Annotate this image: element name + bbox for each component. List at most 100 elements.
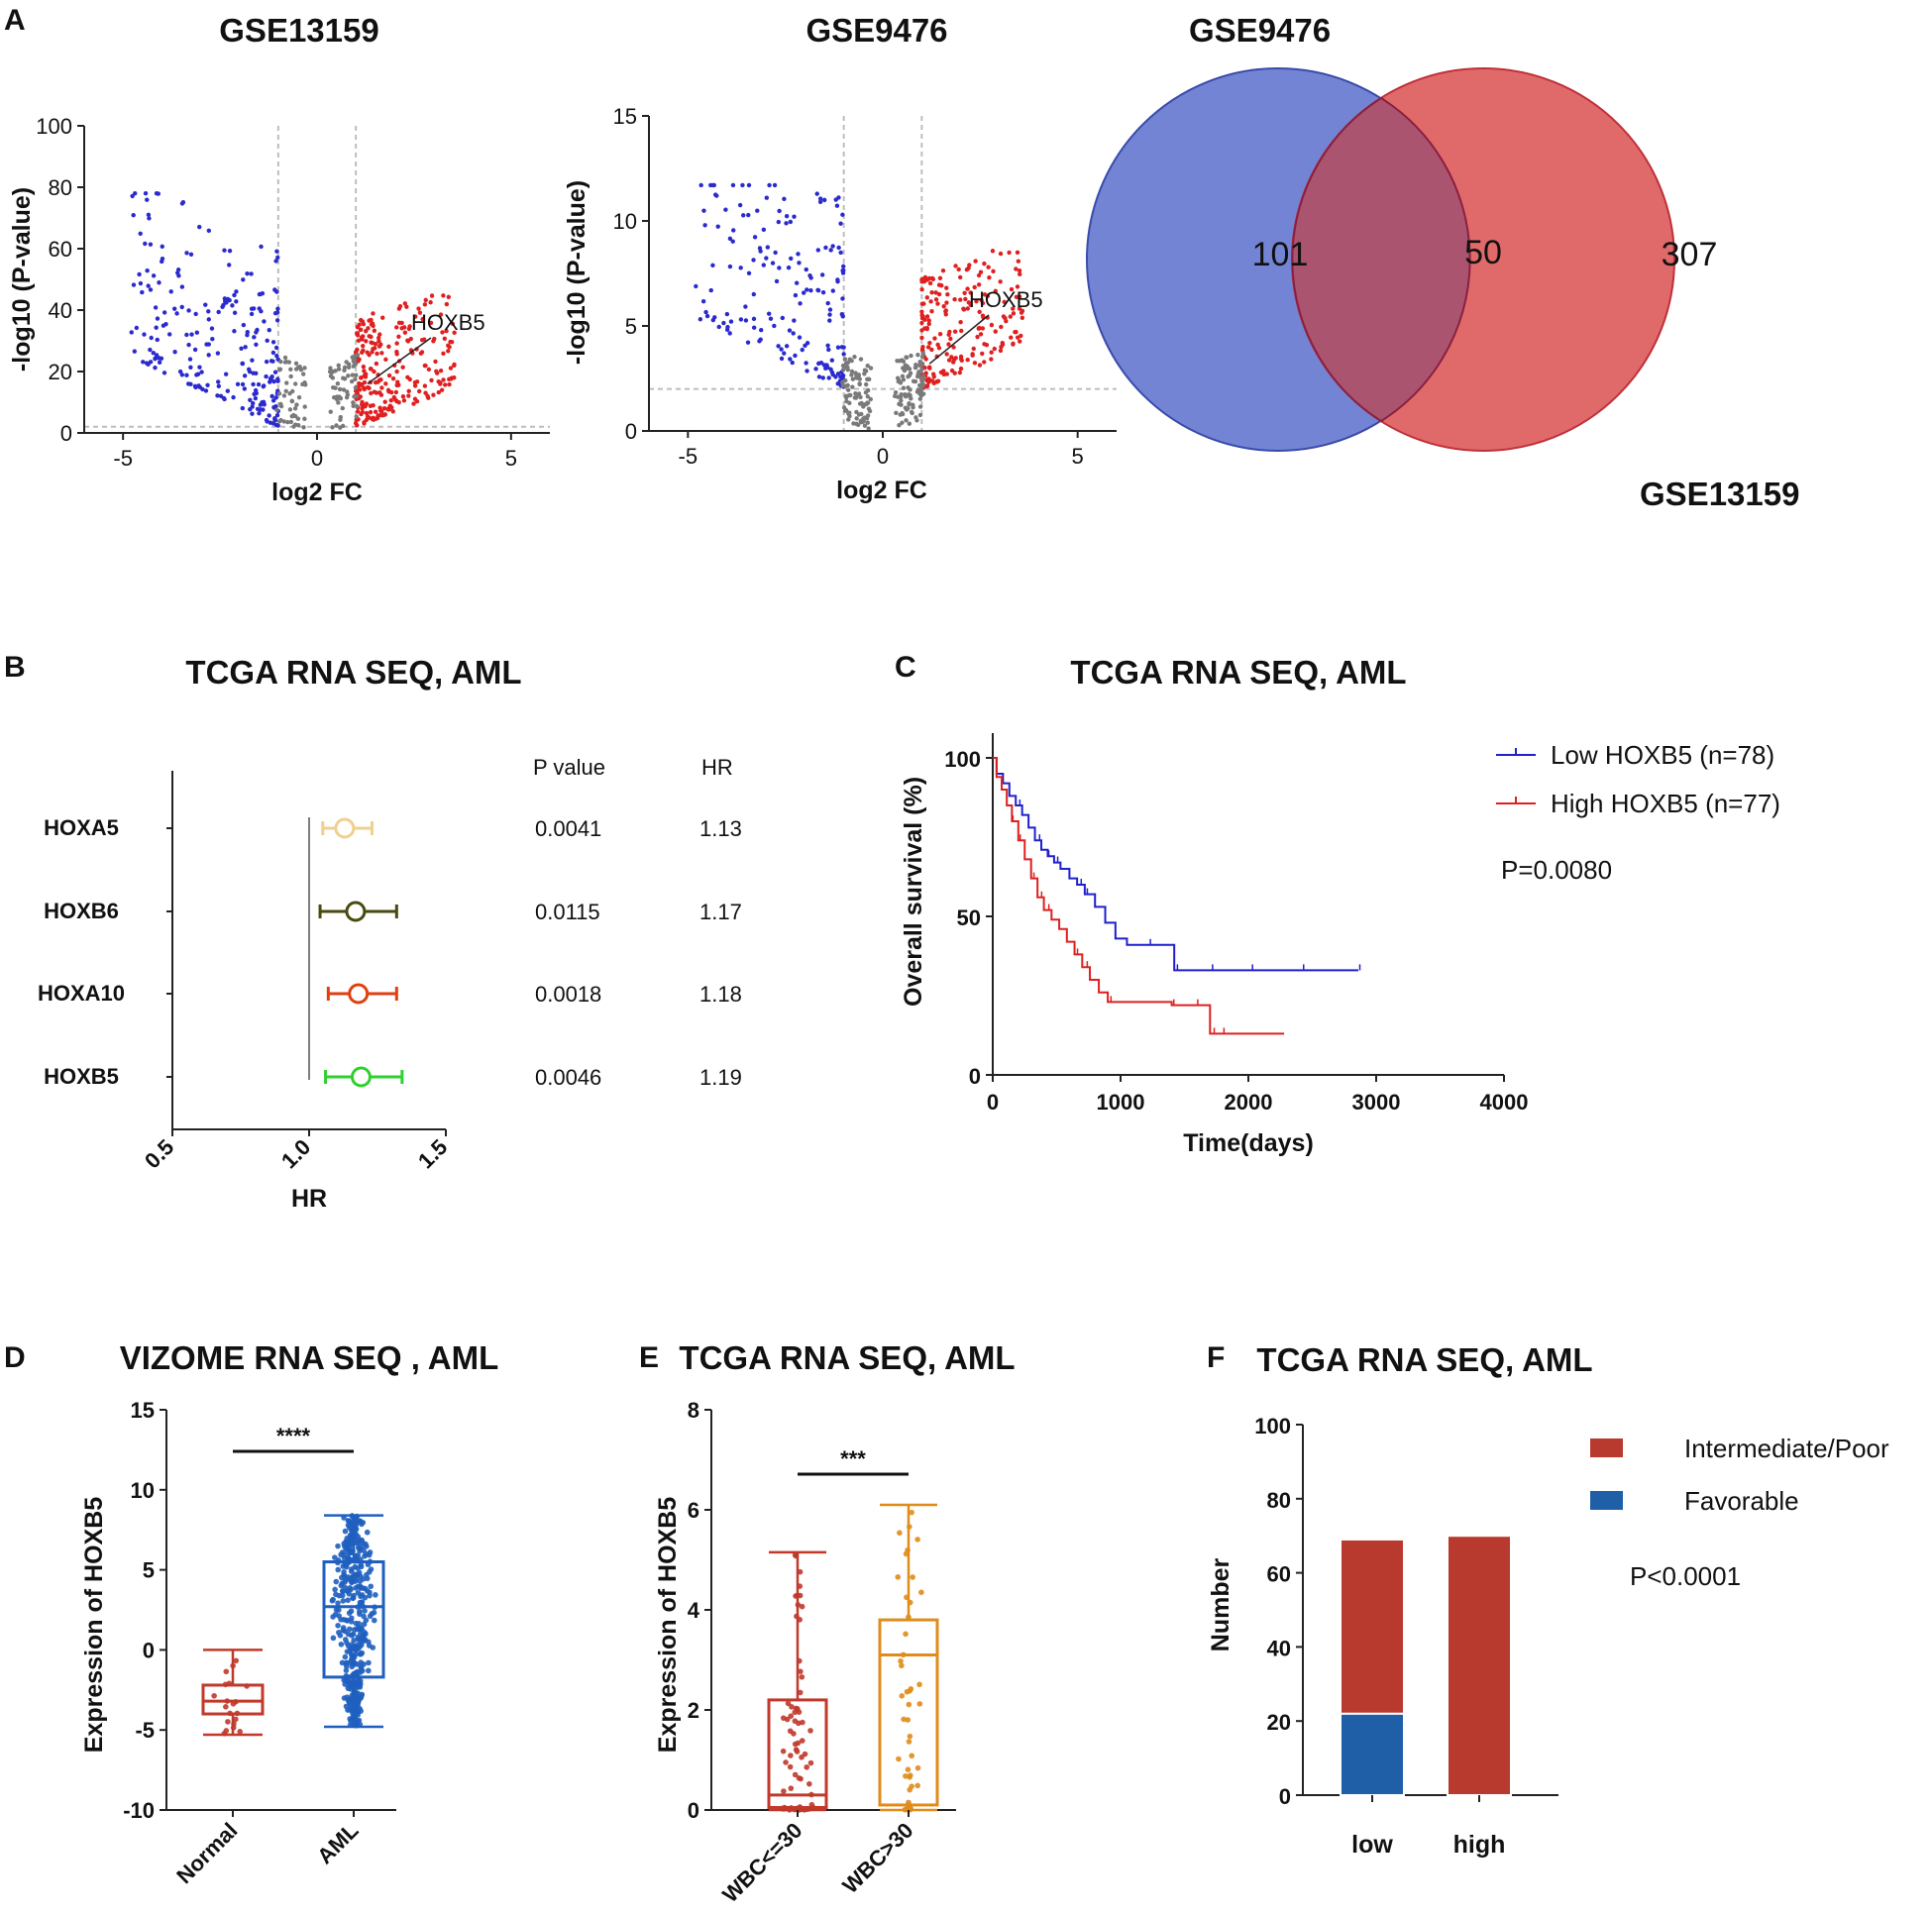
v2-point-up — [998, 251, 1004, 257]
v2-point-down — [805, 341, 810, 346]
v1-point-up — [358, 317, 364, 323]
v2-point-down — [804, 266, 808, 272]
volcano1-annotation-line — [367, 337, 432, 385]
v1-point-down — [264, 359, 269, 365]
km-legend-high: High HOXB5 (n=77) — [1551, 789, 1780, 818]
v1-point-down — [275, 255, 280, 261]
v1-point-ns — [346, 365, 352, 370]
boxd-data-point — [352, 1694, 359, 1700]
v2-point-ns — [863, 381, 869, 387]
volcano1-title: GSE13159 — [219, 12, 378, 49]
v1-point-ns — [300, 381, 305, 387]
v2-point-down — [822, 197, 827, 203]
boxd-data-point — [362, 1608, 368, 1614]
v2-point-down — [704, 313, 710, 319]
v1-point-down — [227, 297, 232, 303]
v1-point-up — [378, 392, 384, 397]
v1-point-up — [371, 347, 376, 352]
v2-point-ns — [866, 426, 871, 431]
stack-ytick-label: 80 — [1267, 1488, 1291, 1513]
forest-plot: TCGA RNA SEQ, AML P value HR HOXA5 0.0041… — [38, 654, 742, 1213]
v1-point-down — [149, 335, 154, 341]
v1-point-up — [374, 361, 379, 367]
v1-point-ns — [354, 373, 359, 377]
v1-ytick-label: 0 — [60, 421, 72, 446]
boxd-data-point — [359, 1592, 366, 1598]
v2-point-ns — [901, 366, 906, 371]
v1-point-up — [355, 423, 360, 428]
boxd-data-point — [346, 1610, 353, 1616]
boxe-xtick-label: WBC<=30 — [717, 1818, 806, 1907]
boxd-boxes: Normal AML **** — [171, 1424, 385, 1888]
v2-point-up — [946, 342, 951, 347]
v2-point-down — [779, 356, 785, 362]
v1-point-down — [215, 351, 221, 356]
boxd-data-point — [357, 1644, 364, 1650]
v1-point-ns — [351, 403, 356, 409]
boxd-data-point — [341, 1572, 347, 1578]
boxd-data-point — [233, 1657, 240, 1664]
v2-point-ns — [847, 400, 852, 406]
v2-point-down — [818, 360, 824, 366]
v2-point-down — [694, 283, 698, 289]
v1-point-up — [360, 381, 365, 387]
v1-point-up — [369, 317, 374, 323]
v2-point-down — [759, 328, 764, 333]
v2-point-down — [830, 244, 835, 249]
v1-point-down — [151, 351, 156, 356]
v1-point-up — [416, 388, 422, 394]
v1-point-up — [444, 328, 449, 334]
boxd-data-point — [341, 1515, 347, 1521]
v1-point-down — [140, 289, 145, 295]
v2-point-up — [998, 348, 1004, 354]
v1-point-down — [256, 381, 262, 387]
v1-point-ns — [334, 396, 340, 402]
boxd-data-point — [344, 1640, 350, 1647]
v2-point-down — [787, 328, 793, 333]
boxd-data-point — [347, 1576, 354, 1583]
volcano2-x-label: log2 FC — [836, 477, 927, 504]
forest-p-header: P value — [533, 755, 605, 780]
v1-point-down — [155, 316, 161, 321]
v1-point-down — [129, 330, 134, 335]
v2-point-ns — [893, 389, 899, 395]
boxd-data-point — [366, 1667, 372, 1674]
v1-point-down — [160, 256, 165, 262]
v1-point-ns — [286, 360, 292, 365]
v1-point-down — [131, 212, 136, 218]
v2-point-ns — [841, 405, 847, 410]
v2-point-up — [926, 318, 931, 323]
v2-point-up — [956, 266, 961, 272]
boxd-data-point — [357, 1626, 363, 1633]
v1-point-up — [358, 327, 364, 333]
v2-point-up — [952, 296, 957, 302]
v1-point-down — [245, 270, 250, 276]
v2-point-up — [1011, 311, 1017, 316]
boxd-data-point — [341, 1551, 347, 1557]
v1-point-up — [405, 338, 410, 343]
v2-point-ns — [846, 417, 851, 422]
v2-point-down — [788, 219, 794, 225]
v1-point-down — [275, 376, 280, 381]
stack-ytick-label: 40 — [1267, 1636, 1291, 1660]
v2-point-up — [1009, 335, 1014, 340]
v2-point-down — [828, 248, 833, 253]
v2-point-down — [796, 252, 801, 257]
v2-point-ns — [857, 376, 862, 381]
v2-point-down — [708, 287, 713, 293]
v1-point-ns — [295, 416, 301, 421]
v1-point-up — [447, 345, 452, 350]
boxe-data-point — [794, 1749, 801, 1755]
v1-point-up — [400, 365, 405, 370]
v2-point-up — [999, 344, 1004, 350]
v2-point-ns — [858, 394, 863, 400]
v2-point-ns — [844, 365, 849, 371]
v2-point-down — [738, 317, 744, 322]
v1-point-down — [242, 373, 248, 378]
v2-point-up — [931, 380, 936, 386]
v2-point-ns — [901, 377, 907, 382]
km-y-label: Overall survival (%) — [900, 777, 927, 1007]
boxd-data-point — [367, 1592, 373, 1599]
v1-point-ns — [290, 388, 295, 394]
v1-point-up — [369, 390, 374, 396]
